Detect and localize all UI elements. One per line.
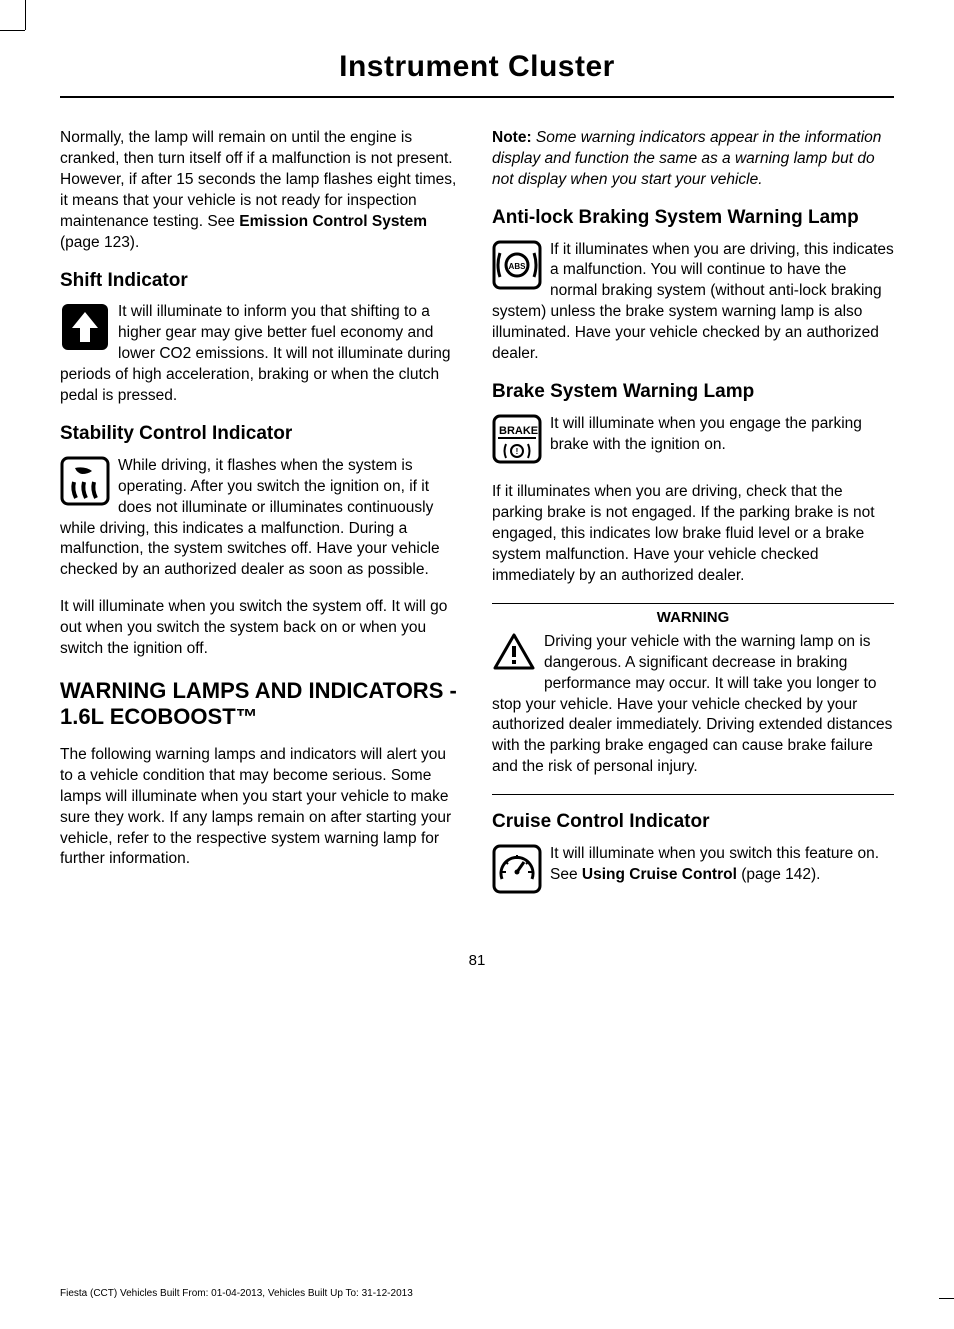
cruise-icon	[492, 844, 542, 894]
brake-heading: Brake System Warning Lamp	[492, 381, 894, 404]
warning-end-rule	[492, 794, 894, 795]
content-columns: Normally, the lamp will remain on until …	[60, 128, 894, 912]
abs-heading: Anti-lock Braking System Warning Lamp	[492, 207, 894, 230]
cruise-page-ref: (page 142).	[737, 866, 821, 883]
brake-icon: BRAKE !	[492, 414, 542, 464]
shift-up-icon	[60, 302, 110, 352]
crop-mark	[25, 0, 26, 30]
warning-triangle-icon	[492, 632, 536, 672]
crop-mark	[939, 1298, 954, 1299]
cruise-link: Using Cruise Control	[582, 866, 737, 883]
warning-text: Driving your vehicle with the warning la…	[492, 633, 892, 776]
crop-mark	[0, 30, 25, 31]
svg-text:BRAKE: BRAKE	[499, 425, 538, 437]
footer-text: Fiesta (CCT) Vehicles Built From: 01-04-…	[60, 1288, 413, 1299]
chapter-title: Instrument Cluster	[60, 50, 894, 98]
abs-icon: ABS	[492, 240, 542, 290]
brake-text-2: If it illuminates when you are driving, …	[492, 482, 894, 587]
shift-indicator-heading: Shift Indicator	[60, 270, 462, 293]
note-paragraph: Note: Some warning indicators appear in …	[492, 128, 894, 191]
abs-text: If it illuminates when you are driving, …	[492, 241, 894, 363]
intro-paragraph: Normally, the lamp will remain on until …	[60, 128, 462, 254]
warning-lamps-heading: WARNING LAMPS AND INDICATORS - 1.6L ECOB…	[60, 678, 462, 731]
svg-text:ABS: ABS	[509, 262, 527, 271]
intro-page-ref: (page 123).	[60, 234, 139, 251]
svg-text:!: !	[516, 447, 519, 456]
shift-indicator-block: It will illuminate to inform you that sh…	[60, 302, 462, 407]
shift-indicator-text: It will illuminate to inform you that sh…	[60, 303, 451, 404]
stability-heading: Stability Control Indicator	[60, 423, 462, 446]
stability-text-1: While driving, it flashes when the syste…	[60, 457, 440, 579]
abs-block: ABS If it illuminates when you are drivi…	[492, 240, 894, 366]
note-label: Note:	[492, 129, 532, 146]
brake-text-1: It will illuminate when you engage the p…	[550, 415, 862, 453]
left-column: Normally, the lamp will remain on until …	[60, 128, 462, 912]
right-column: Note: Some warning indicators appear in …	[492, 128, 894, 912]
page-number: 81	[60, 952, 894, 969]
cruise-block: It will illuminate when you switch this …	[492, 844, 894, 896]
stability-text-2: It will illuminate when you switch the s…	[60, 597, 462, 660]
page: Instrument Cluster Normally, the lamp wi…	[0, 0, 954, 1329]
stability-icon	[60, 456, 110, 506]
stability-block: While driving, it flashes when the syste…	[60, 456, 462, 582]
warning-block: Driving your vehicle with the warning la…	[492, 632, 894, 778]
warning-lamps-text: The following warning lamps and indicato…	[60, 745, 462, 871]
cruise-heading: Cruise Control Indicator	[492, 811, 894, 834]
brake-block-1: BRAKE ! It will illuminate when you enga…	[492, 414, 894, 466]
emission-link: Emission Control System	[239, 213, 427, 230]
note-text: Some warning indicators appear in the in…	[492, 129, 881, 188]
warning-label: WARNING	[492, 603, 894, 632]
